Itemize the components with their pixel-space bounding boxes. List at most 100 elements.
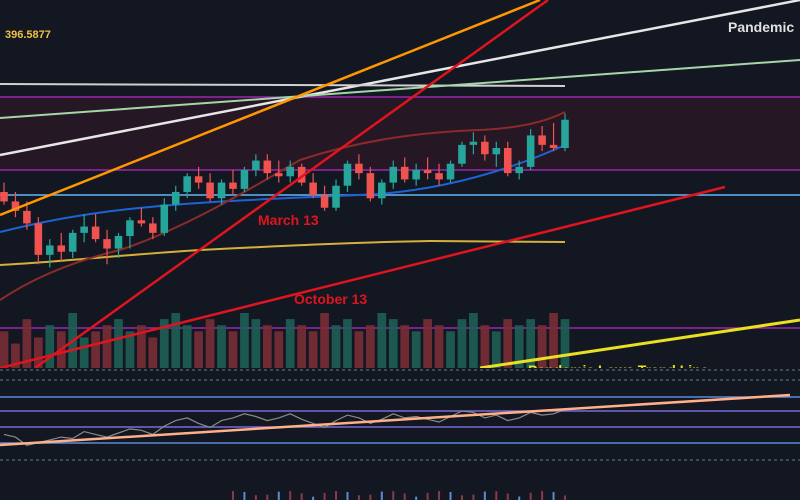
volume-bar <box>262 325 272 368</box>
white-horizontal-line <box>0 83 566 87</box>
candle-body <box>503 148 512 174</box>
candle-body <box>389 166 398 183</box>
candle-body <box>378 182 386 199</box>
candle-body <box>206 182 214 199</box>
volume-bar <box>171 313 181 368</box>
candle-body <box>458 144 466 164</box>
candle-body <box>412 170 420 180</box>
macd-bar <box>254 495 257 500</box>
red-trend-line-steep <box>34 0 549 370</box>
macd-bar <box>518 496 521 500</box>
macd-bar <box>392 491 395 500</box>
candle-body <box>57 245 66 252</box>
ma-red <box>0 111 566 301</box>
macd-bar <box>357 495 360 500</box>
volume-bar <box>285 319 295 368</box>
candle-body <box>194 176 203 183</box>
candle-body <box>34 223 43 255</box>
volume-bar <box>0 331 9 368</box>
price-label: 396.5877 <box>5 29 51 41</box>
volume-bar <box>194 331 203 368</box>
orange-trend-line <box>0 0 541 217</box>
march-label: March 13 <box>258 212 319 228</box>
volume-bar <box>434 325 444 368</box>
volume-bar <box>251 319 261 368</box>
candle-body <box>309 182 317 196</box>
macd-bar <box>403 493 406 500</box>
macd-bar <box>438 491 441 500</box>
candle-body <box>423 170 432 174</box>
candle-body <box>240 170 249 189</box>
candle-body <box>561 119 569 148</box>
candle-body <box>274 173 283 177</box>
macd-bar <box>300 493 303 500</box>
red-trend-line-shallow <box>0 185 726 370</box>
candle-body <box>469 141 478 145</box>
candle-body <box>538 135 546 145</box>
candle-body <box>526 135 535 167</box>
volume-bar <box>137 325 146 368</box>
candle-body <box>114 236 123 249</box>
candle-body <box>343 163 352 186</box>
macd-bar <box>266 494 269 500</box>
candle-body <box>126 220 134 236</box>
candle-body <box>400 166 409 180</box>
candle-body <box>286 166 295 177</box>
volume-bar <box>491 331 501 368</box>
candles <box>0 113 569 268</box>
volume-bar <box>480 325 490 368</box>
volume-bar <box>514 325 524 368</box>
candle-body <box>446 163 455 180</box>
candle-body <box>0 192 8 202</box>
volume-bar <box>217 325 226 368</box>
rsi-pane <box>0 393 800 461</box>
volume-bar <box>469 313 478 368</box>
volume-bar <box>331 325 341 368</box>
volume-bar <box>457 319 467 368</box>
macd-bar <box>552 492 555 500</box>
candle-body <box>68 232 77 252</box>
candle-body <box>229 182 237 189</box>
candle-body <box>515 166 523 174</box>
volume-bar <box>45 325 55 368</box>
rsi-trend-line <box>0 393 791 447</box>
volume-bar <box>308 331 318 368</box>
volume-bar <box>148 337 158 368</box>
candle-body <box>366 173 375 199</box>
macd-bar <box>415 496 418 500</box>
volume-bar <box>11 343 20 368</box>
volume-bars <box>0 313 570 368</box>
volume-bar <box>22 319 32 368</box>
volume-bar <box>182 325 192 368</box>
candle-body <box>252 160 260 170</box>
volume-bar <box>366 325 375 368</box>
macd-bar <box>460 495 463 500</box>
candle-body <box>171 192 180 205</box>
candle-body <box>320 195 329 208</box>
macd-bar <box>231 491 234 500</box>
october-label: October 13 <box>294 291 367 307</box>
candle-body <box>297 166 306 183</box>
volume-bar <box>205 319 215 368</box>
candle-body <box>435 173 443 180</box>
volume-bar <box>549 313 558 368</box>
macd-bar <box>277 491 280 500</box>
volume-bar <box>274 331 284 368</box>
volume-bar <box>446 331 455 368</box>
macd-bar <box>289 491 292 500</box>
macd-bar <box>483 491 486 500</box>
candle-body <box>137 220 146 224</box>
candle-body <box>160 204 169 233</box>
candle-body <box>549 144 558 148</box>
white-trend-line <box>0 0 800 157</box>
macd-bar <box>495 491 498 500</box>
volume-bar <box>102 325 112 368</box>
macd-bar <box>541 491 544 500</box>
macd-bar <box>243 491 246 500</box>
volume-bar <box>91 331 100 368</box>
volume-bar <box>423 319 432 368</box>
resistance-zone <box>0 97 800 170</box>
volume-bar <box>297 325 307 368</box>
volume-bar <box>411 331 421 368</box>
